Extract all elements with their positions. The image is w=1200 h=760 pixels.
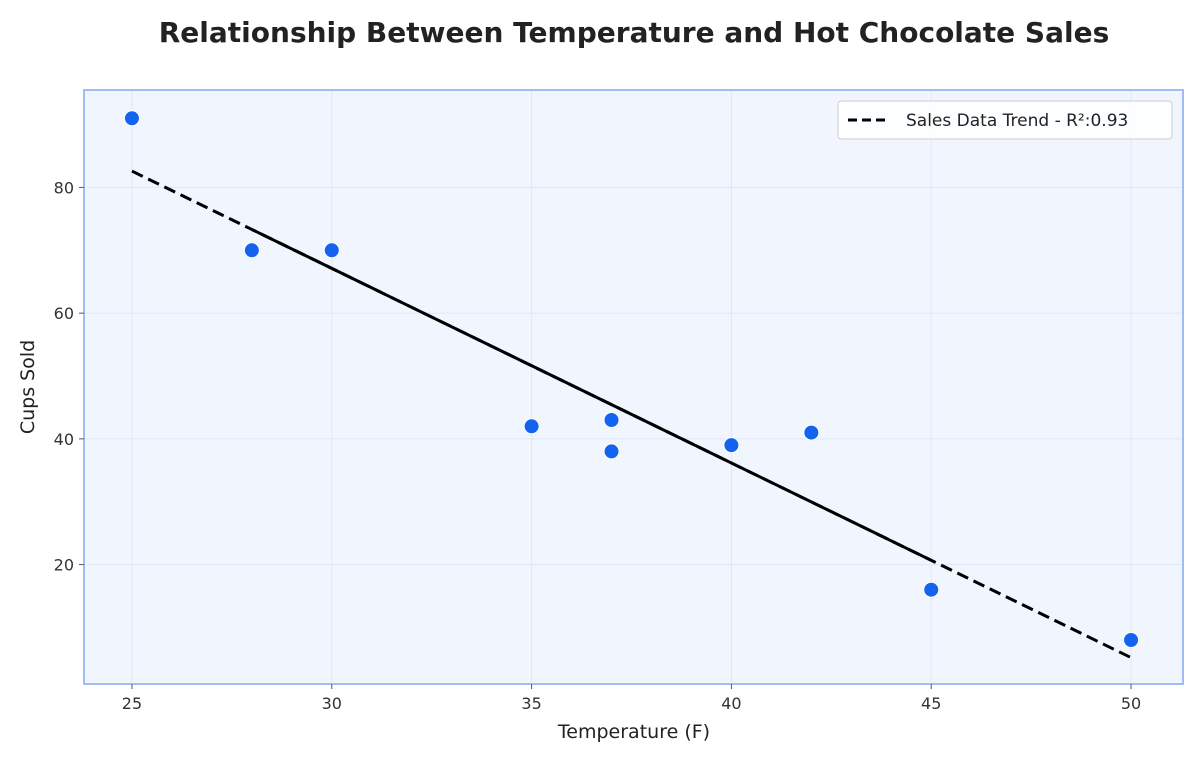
scatter-point-5	[603, 443, 620, 460]
trend-line	[131, 169, 1132, 659]
x-axis-label: Temperature (F)	[557, 721, 710, 743]
x-tick-label-1: 30	[322, 694, 342, 713]
scatter-point-0	[123, 110, 140, 127]
scatter-point-1	[243, 242, 260, 259]
grid	[84, 90, 1183, 684]
x-tick-label-4: 45	[921, 694, 941, 713]
scatter-point-9	[1123, 632, 1140, 648]
scatter-point-6	[723, 437, 740, 454]
trend-line-solid	[251, 228, 932, 562]
scatter-point-8	[923, 581, 940, 598]
chart-title: Relationship Between Temperature and Hot…	[159, 16, 1109, 49]
scatter-point-7	[803, 424, 820, 441]
scatter-point-4	[603, 412, 620, 428]
legend: Sales Data Trend - R²:0.93	[837, 100, 1173, 140]
y-axis-ticks: 20 40 60 80	[54, 178, 84, 575]
y-tick-label-1: 40	[54, 430, 74, 449]
scatter-point-3	[523, 418, 540, 435]
x-tick-label-0: 25	[122, 694, 142, 713]
y-tick-label-0: 20	[54, 556, 74, 575]
y-axis-label: Cups Sold	[17, 340, 39, 434]
x-axis-ticks: 25 30 35 40 45 50	[122, 684, 1141, 713]
legend-label-trend: Sales Data Trend - R²:0.93	[906, 111, 1128, 131]
scatter-points	[123, 110, 1140, 648]
x-tick-label-3: 40	[721, 694, 741, 713]
y-tick-label-3: 80	[54, 178, 74, 197]
plot-border	[83, 89, 1184, 685]
y-tick-label-2: 60	[54, 304, 74, 323]
legend-box	[837, 100, 1173, 140]
x-tick-label-5: 50	[1121, 694, 1141, 713]
x-tick-label-2: 35	[521, 694, 541, 713]
plot-area	[84, 90, 1183, 684]
scatter-point-2	[323, 242, 340, 259]
